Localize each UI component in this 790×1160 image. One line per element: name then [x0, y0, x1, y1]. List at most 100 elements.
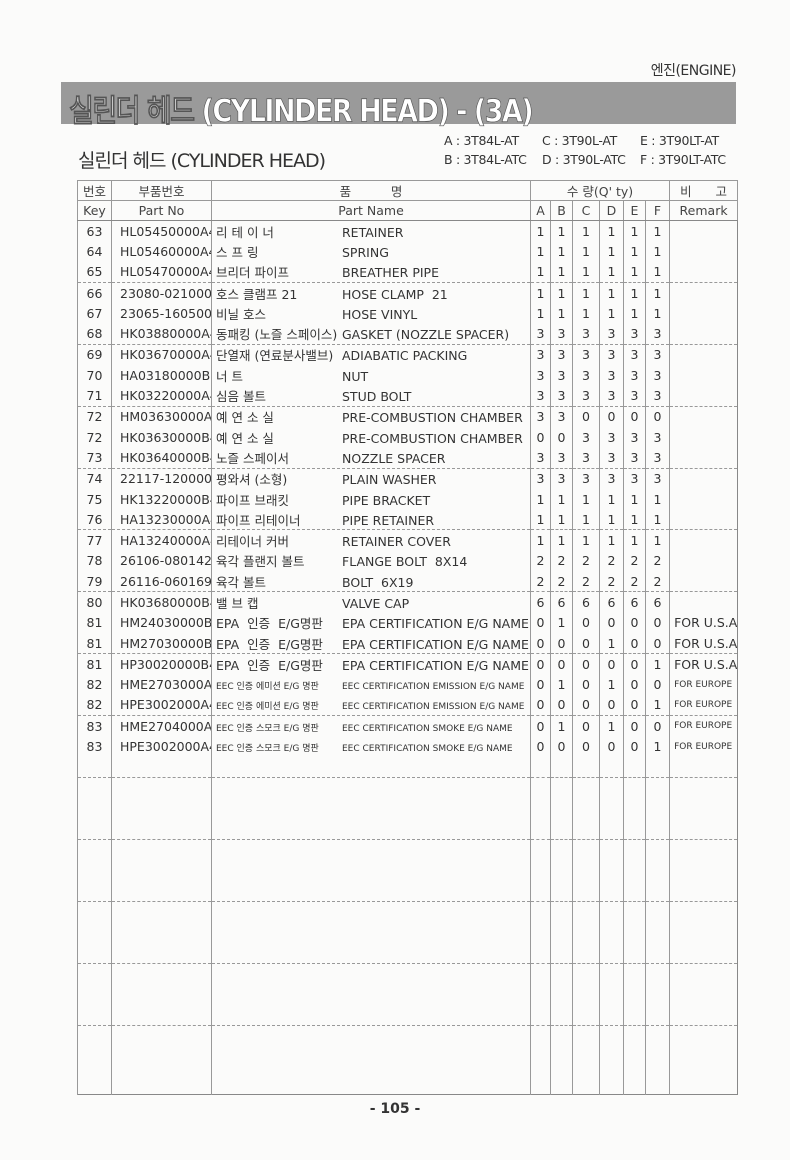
qty-cell: 1: [572, 241, 600, 262]
qty-cell: 2: [530, 571, 551, 593]
key-cell: 82: [77, 694, 112, 717]
key-cell: 72: [77, 426, 112, 448]
qty-cell: 1: [572, 529, 600, 551]
key-cell: 67: [77, 303, 112, 324]
qty-cell: 3: [550, 323, 573, 345]
empty-cell: [211, 777, 531, 840]
empty-cell: [550, 839, 573, 902]
empty-cell: [623, 1025, 646, 1095]
table-row: 70 HA03180000B3 너 트 NUT 3 3 3 3 3 3: [77, 365, 738, 386]
qty-cell: 0: [550, 653, 573, 675]
part-name-en: EPA CERTIFICATION E/G NAME: [342, 657, 529, 673]
remark-cell: [669, 571, 738, 593]
part-name-cell: EEC 인증 에미션 E/G 명판 EEC CERTIFICATION EMISS…: [211, 674, 531, 695]
part-name-en: EPA CERTIFICATION E/G NAME: [342, 616, 529, 632]
part-no-cell: HA13240000A4: [111, 529, 212, 551]
qty-cell: 0: [644, 715, 670, 737]
part-no-cell: 23065-160500: [111, 303, 212, 324]
part-name-kr: 호스 클램프 21: [216, 286, 298, 302]
empty-cell: [550, 963, 573, 1026]
qty-cell: 1: [644, 509, 670, 531]
qty-cell: 1: [572, 488, 600, 510]
empty-cell: [669, 777, 738, 840]
key-cell: 80: [77, 591, 112, 613]
model-d: D : 3T90L-ATC: [542, 152, 626, 167]
part-no-cell: 26106-080142: [111, 550, 212, 572]
empty-cell: [211, 901, 531, 964]
table-row: 75 HK13220000B4 파이프 브래킷 PIPE BRACKET 1 1 1 1 1…: [77, 488, 738, 510]
part-name-en: HOSE VINYL: [342, 306, 418, 322]
qty-cell: 3: [644, 365, 670, 386]
empty-cell: [530, 756, 551, 778]
qty-cell: 1: [530, 529, 551, 551]
table-row: 68 HK03880000A4 동패킹 (노즐 스페이스) GASKET (NOZ…: [77, 323, 738, 345]
qty-cell: 1: [644, 282, 670, 304]
qty-cell: 2: [572, 571, 600, 593]
qty-cell: 3: [550, 365, 573, 386]
qty-cell: 0: [623, 632, 646, 655]
table-row: 79 26116-060169 육각 볼트 BOLT 6X19 2 2 2 2 2 2: [77, 571, 738, 593]
key-cell: 76: [77, 509, 112, 531]
qty-cell: 0: [572, 612, 600, 633]
part-no-cell: HK03880000A4: [111, 323, 212, 345]
part-no-cell: 22117-120000: [111, 468, 212, 489]
qty-cell: 3: [644, 468, 670, 489]
part-name-cell: EPA 인증 E/G명판 EPA CERTIFICATION E/G NAME: [211, 612, 531, 633]
part-name-en: SPRING: [342, 244, 389, 260]
empty-cell: [669, 1025, 738, 1095]
part-name-kr: 단열재 (연료분사밸브): [216, 348, 334, 364]
part-name-cell: 동패킹 (노즐 스페이스) GASKET (NOZZLE SPACER): [211, 323, 531, 345]
qty-cell: 1: [599, 282, 624, 304]
qty-cell: 3: [572, 426, 600, 448]
part-name-en: PRE-COMBUSTION CHAMBER: [342, 410, 523, 426]
empty-cell: [111, 777, 212, 840]
qty-cell: 6: [572, 591, 600, 613]
qty-cell: 3: [623, 468, 646, 489]
empty-cell: [77, 777, 112, 840]
model-f: F : 3T90LT-ATC: [640, 152, 726, 167]
empty-row: [77, 756, 738, 778]
part-name-cell: 너 트 NUT: [211, 365, 531, 386]
header-remark-kr: 비 고: [669, 180, 739, 201]
key-cell: 73: [77, 447, 112, 469]
part-name-kr: 브리더 파이프: [216, 265, 289, 281]
qty-cell: 3: [599, 365, 624, 386]
key-cell: 81: [77, 612, 112, 633]
part-name-en: HOSE CLAMP 21: [342, 286, 448, 302]
qty-cell: 1: [644, 736, 670, 757]
qty-cell: 1: [644, 261, 670, 283]
qty-cell: 3: [623, 323, 646, 345]
empty-row: [77, 777, 738, 840]
qty-cell: 0: [623, 674, 646, 695]
empty-cell: [111, 1025, 212, 1095]
part-no-cell: HPE3002000A4: [111, 694, 212, 717]
part-name-en: BREATHER PIPE: [342, 265, 439, 281]
qty-cell: 2: [623, 571, 646, 593]
qty-cell: 1: [550, 715, 573, 737]
part-name-cell: EEC 인증 스모크 E/G 명판 EEC CERTIFICATION SMOKE…: [211, 715, 531, 737]
table-row: 83 HPE3002000A4 EEC 인증 스모크 E/G 명판 EEC CER…: [77, 736, 738, 757]
key-cell: 69: [77, 344, 112, 366]
qty-cell: 6: [530, 591, 551, 613]
qty-cell: 0: [550, 694, 573, 717]
table-row: 65 HL05470000A4 브리더 파이프 BREATHER PIPE 1 1 1 1…: [77, 261, 738, 283]
qty-cell: 1: [644, 303, 670, 324]
qty-cell: 3: [623, 426, 646, 448]
qty-cell: 1: [550, 529, 573, 551]
part-name-en: EEC CERTIFICATION SMOKE E/G NAME: [342, 744, 513, 755]
key-cell: 77: [77, 529, 112, 551]
remark-cell: [669, 261, 738, 283]
part-name-kr: 파이프 브래킷: [216, 492, 289, 508]
qty-cell: 0: [623, 694, 646, 717]
qty-cell: 1: [644, 220, 670, 242]
part-no-cell: HM24030000B4: [111, 612, 212, 633]
table-row: 78 26106-080142 육각 플랜지 볼트 FLANGE BOLT 8X1…: [77, 550, 738, 572]
qty-cell: 1: [530, 220, 551, 242]
qty-cell: 0: [572, 736, 600, 757]
part-name-en: EEC CERTIFICATION SMOKE E/G NAME: [342, 723, 513, 734]
qty-cell: 3: [550, 385, 573, 407]
qty-cell: 3: [530, 365, 551, 386]
table-row: 83 HME2704000A4 EEC 인증 스모크 E/G 명판 EEC CER…: [77, 715, 738, 737]
empty-cell: [530, 901, 551, 964]
part-name-kr: EEC 인증 에미션 E/G 명판: [216, 702, 319, 713]
